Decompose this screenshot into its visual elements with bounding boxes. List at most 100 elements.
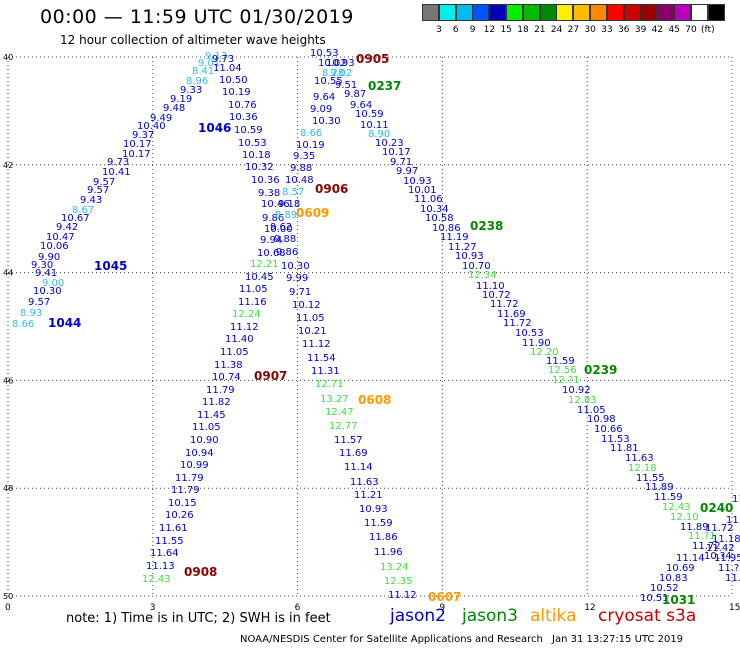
swh-value: 10.45 [245, 272, 274, 283]
scale-label: 33 [601, 25, 613, 35]
swh-value: 12.77 [329, 421, 358, 432]
swh-value: 11.19 [440, 232, 469, 243]
swh-value: 9.30 [31, 260, 53, 271]
scale-label: 18 [517, 25, 529, 35]
swh-value: 13.24 [380, 562, 409, 573]
swh-value: 11.95 [714, 553, 740, 564]
swh-value: 11.12 [230, 322, 259, 333]
swh-value: 11.59 [364, 518, 393, 529]
swh-value: 10.55 [314, 76, 343, 87]
swh-value: 11.27 [448, 242, 477, 253]
swh-value: 9.57 [93, 177, 115, 188]
swh-value: 10.34 [420, 204, 449, 215]
swh-value: 11. [725, 573, 740, 584]
swh-value: 9.99 [286, 273, 308, 284]
y-tick-label: 44 [3, 269, 13, 278]
swh-value: 10.70 [462, 261, 491, 272]
swh-value: 9.18 [278, 199, 300, 210]
swh-value: 11.21 [354, 490, 383, 501]
satellite-legend-cryosat: cryosat s3a [598, 606, 697, 626]
swh-value: 10.98 [587, 414, 616, 425]
scale-label: 70 [685, 25, 697, 35]
track-jason2: 8.668.939.5710.309.009.419.309.9010.0610… [12, 51, 293, 585]
swh-value: 10.15 [168, 498, 197, 509]
swh-value: 10.?4 [704, 551, 732, 562]
scale-swatch [623, 4, 641, 21]
swh-value: 10.30 [312, 116, 341, 127]
swh-value: 11.72 [705, 523, 734, 534]
swh-value: 11.53 [601, 434, 630, 445]
swh-value: 8.66 [300, 128, 322, 139]
swh-value: 8.28 [322, 68, 344, 79]
scale-swatch [556, 4, 574, 21]
swh-value: 9.33 [180, 85, 202, 96]
scale-label: 45 [668, 25, 680, 35]
swh-value: 11.54 [307, 353, 336, 364]
swh-value: 10.92 [562, 385, 591, 396]
swh-value: 11.90 [522, 338, 551, 349]
swh-value: 9.48 [163, 103, 185, 114]
swh-value: 9.43 [80, 195, 102, 206]
swh-value: 10.93 [326, 58, 355, 69]
swh-value: 11.79 [206, 385, 235, 396]
swh-value: 11.55 [636, 473, 665, 484]
swh-value: 10.19 [222, 87, 251, 98]
swh-value: 9.64 [313, 92, 335, 103]
swh-value: 10.12 [292, 300, 321, 311]
axis-tick-labels: 40 42 44 46 48 50 0 3 6 9 12 15 [3, 53, 740, 613]
swh-value: 8.67 [72, 205, 94, 216]
swh-value: 10.46 [261, 199, 290, 210]
swh-value: 8.41 [192, 66, 214, 77]
swh-value: 9.88 [274, 234, 296, 245]
satellite-legend-jason2: jason2 [390, 606, 446, 626]
track-time-marker: 0906 [315, 182, 348, 196]
swh-value: 10.23 [375, 138, 404, 149]
x-tick-label: 6 [295, 603, 301, 613]
swh-value: 10.74 [212, 372, 241, 383]
satellite-legend-altika: altika [530, 606, 577, 626]
swh-value: 9.42 [56, 222, 78, 233]
track-time-marker: 0238 [470, 219, 503, 233]
swh-value: 9.00 [42, 278, 64, 289]
swh-value: 9.09 [310, 104, 332, 115]
swh-value: 10.02 [318, 58, 347, 69]
swh-value: 12.35 [384, 576, 413, 587]
scale-label: 12 [483, 25, 496, 35]
track-jason3: 10.5310.028.2810.559.649.0910.308.6610.1… [270, 48, 417, 601]
swh-value: 9.02 [330, 68, 352, 79]
x-tick-label: 0 [5, 603, 11, 613]
swh-value: 10.00 [264, 224, 293, 235]
swh-value: 9.86 [276, 247, 298, 258]
swh-value: 11.14 [344, 462, 373, 473]
track-time-marker: 0609 [296, 206, 329, 220]
swh-value: 11.05 [577, 405, 606, 416]
page-title: 00:00 — 11:59 UTC 01/30/2019 [40, 6, 354, 28]
swh-value: 11.05 [220, 347, 249, 358]
swh-value: 12.24 [232, 309, 261, 320]
swh-value: 8.90 [368, 129, 390, 140]
swh-value: 11.05 [296, 313, 325, 324]
swh-value: 8.57 [282, 187, 304, 198]
swh-value: 11.40 [225, 334, 254, 345]
swh-value: 11.79 [175, 473, 204, 484]
track-time-marker: 1045 [94, 259, 127, 273]
swh-value: 9.87 [344, 89, 366, 100]
swh-value: 11.63 [625, 453, 654, 464]
scale-swatch [539, 4, 557, 21]
swh-value: 11.72 [490, 299, 519, 310]
swh-value: 11.72 [503, 318, 532, 329]
swh-value: 9.62 [270, 222, 292, 233]
swh-value: 8.96 [186, 76, 208, 87]
scale-label: (ft) [701, 25, 715, 35]
swh-value: 10.19 [296, 140, 325, 151]
swh-value: 11.79 [171, 485, 200, 496]
scale-label: 6 [452, 25, 459, 35]
swh-value: 8.89 [275, 210, 297, 221]
swh-value: 10.32 [245, 162, 274, 173]
grid-lines [7, 56, 733, 597]
swh-value: 10.66 [594, 424, 623, 435]
wave-height-tracks: 8.668.939.5710.309.009.419.309.9010.0610… [12, 48, 740, 604]
swh-value: 9.38 [258, 188, 280, 199]
swh-value: 10.17 [382, 147, 411, 158]
